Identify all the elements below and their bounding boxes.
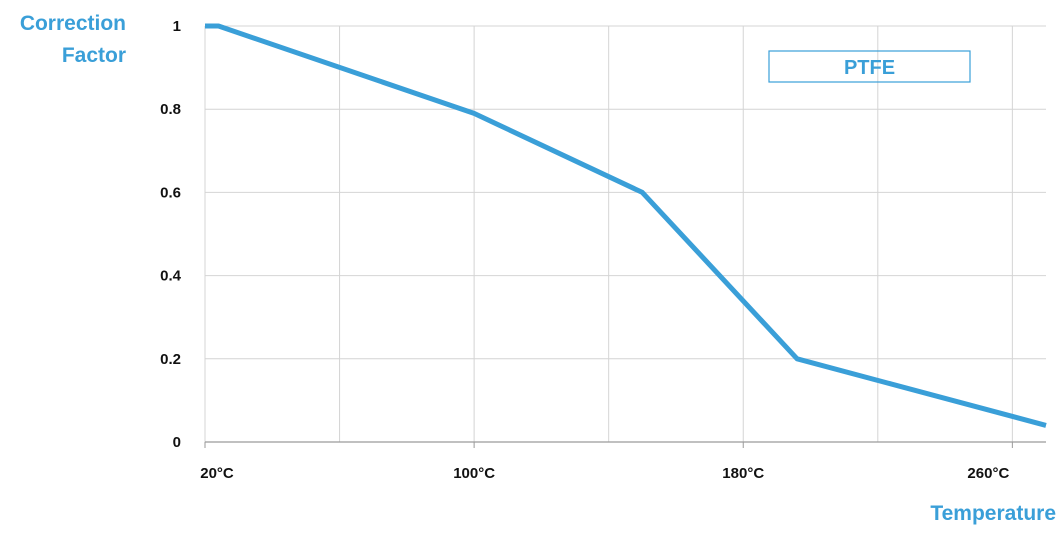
y-axis-label-line-2: Factor	[62, 44, 126, 67]
x-tick-label: 260°C	[967, 465, 1009, 482]
y-tick-label: 0.4	[160, 268, 182, 285]
y-tick-labels: 1 0.8 0.6 0.4 0.2 0	[160, 18, 182, 451]
axes	[205, 442, 1046, 448]
legend-label: PTFE	[844, 57, 895, 79]
y-tick-label: 0.2	[160, 351, 181, 368]
y-tick-label: 0.6	[160, 184, 181, 201]
legend-box: PTFE	[769, 51, 970, 82]
grid	[205, 26, 1046, 442]
series-line-ptfe	[205, 26, 1046, 425]
x-tick-labels: 20°C 100°C 180°C 260°C	[200, 465, 1009, 482]
x-tick-label: 180°C	[722, 465, 764, 482]
y-tick-label: 1	[173, 18, 181, 35]
x-axis-label: Temperature	[930, 502, 1056, 525]
series-group	[205, 26, 1046, 425]
y-tick-label: 0	[173, 434, 181, 451]
y-axis-label-line-1: Correction	[20, 12, 126, 35]
x-tick-label: 20°C	[200, 465, 234, 482]
x-tick-label: 100°C	[453, 465, 495, 482]
y-tick-label: 0.8	[160, 101, 181, 118]
